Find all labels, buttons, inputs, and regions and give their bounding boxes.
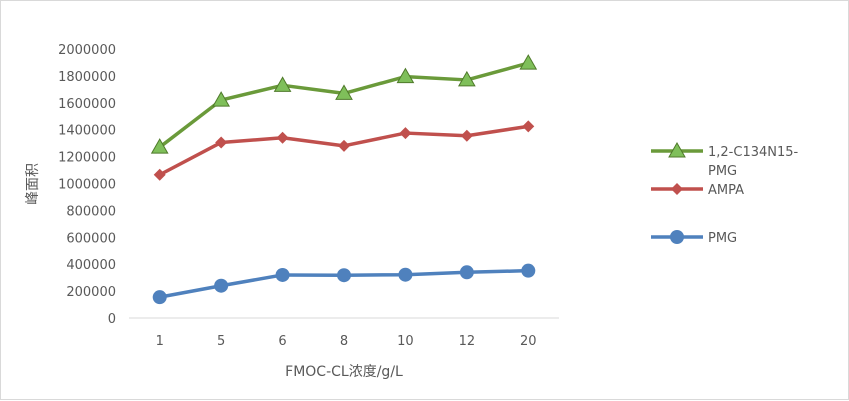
y-tick-label: 1400000	[58, 124, 116, 139]
x-tick-label: 12	[459, 334, 476, 349]
data-point-circle	[521, 263, 536, 278]
data-point-triangle	[519, 54, 538, 70]
data-point-diamond	[215, 136, 228, 149]
data-point-diamond	[276, 131, 289, 144]
data-point-diamond	[399, 127, 412, 140]
y-tick-label: 800000	[66, 204, 116, 219]
data-point-diamond	[460, 129, 473, 142]
legend-label: PMG	[708, 164, 737, 179]
y-tick-label: 1600000	[58, 97, 116, 112]
y-tick-label: 400000	[66, 258, 116, 273]
data-point-triangle	[335, 84, 353, 100]
series-layer	[150, 54, 538, 305]
legend-label: PMG	[708, 231, 737, 246]
x-axis-title: FMOC-CL浓度/g/L	[285, 364, 403, 380]
y-tick-label: 1000000	[58, 178, 116, 193]
y-axis-ticks: 0 200000 400000 600000 800000 1000000 1200000 1…	[58, 43, 116, 327]
legend-item: 1,2-C134N15- PMG	[651, 141, 799, 179]
y-tick-label: 1200000	[58, 151, 116, 166]
data-point-triangle	[457, 70, 476, 87]
y-tick-label: 2000000	[58, 43, 116, 58]
y-tick-label: 600000	[66, 231, 116, 246]
data-point-diamond	[522, 120, 535, 133]
y-tick-label: 1800000	[58, 70, 116, 85]
x-axis-ticks: 1 5 6 8 10 12 20	[156, 334, 537, 349]
data-point-diamond	[671, 183, 683, 195]
data-point-circle	[398, 267, 413, 282]
x-tick-label: 10	[397, 334, 414, 349]
data-point-triangle	[212, 91, 231, 107]
x-tick-label: 20	[520, 334, 537, 349]
series-1,2-C134N15-PMG	[150, 54, 538, 154]
data-point-diamond	[153, 168, 166, 181]
data-point-diamond	[338, 139, 350, 152]
data-point-circle	[214, 278, 229, 293]
series-PMG	[152, 263, 536, 305]
x-tick-label: 5	[217, 334, 225, 349]
x-tick-label: 1	[156, 334, 164, 349]
data-point-circle	[152, 290, 167, 305]
data-point-circle	[670, 230, 684, 244]
y-tick-label: 200000	[66, 285, 116, 300]
series-AMPA	[153, 120, 535, 181]
data-point-circle	[459, 265, 474, 280]
legend-label: AMPA	[708, 183, 744, 198]
data-point-circle	[275, 267, 290, 282]
y-tick-label: 0	[108, 312, 116, 327]
x-tick-label: 8	[340, 334, 348, 349]
x-tick-label: 6	[278, 334, 286, 349]
data-point-triangle	[150, 138, 169, 154]
data-point-triangle	[668, 141, 686, 158]
data-point-triangle	[396, 67, 415, 84]
data-point-triangle	[273, 76, 292, 92]
data-point-circle	[337, 268, 351, 283]
legend-label: 1,2-C134N15-	[708, 145, 799, 160]
legend-item: PMG	[651, 230, 737, 246]
legend: 1,2-C134N15- PMG AMPA PMG	[651, 141, 799, 246]
legend-item: AMPA	[651, 183, 744, 198]
y-axis-title: 峰面积	[25, 163, 41, 205]
